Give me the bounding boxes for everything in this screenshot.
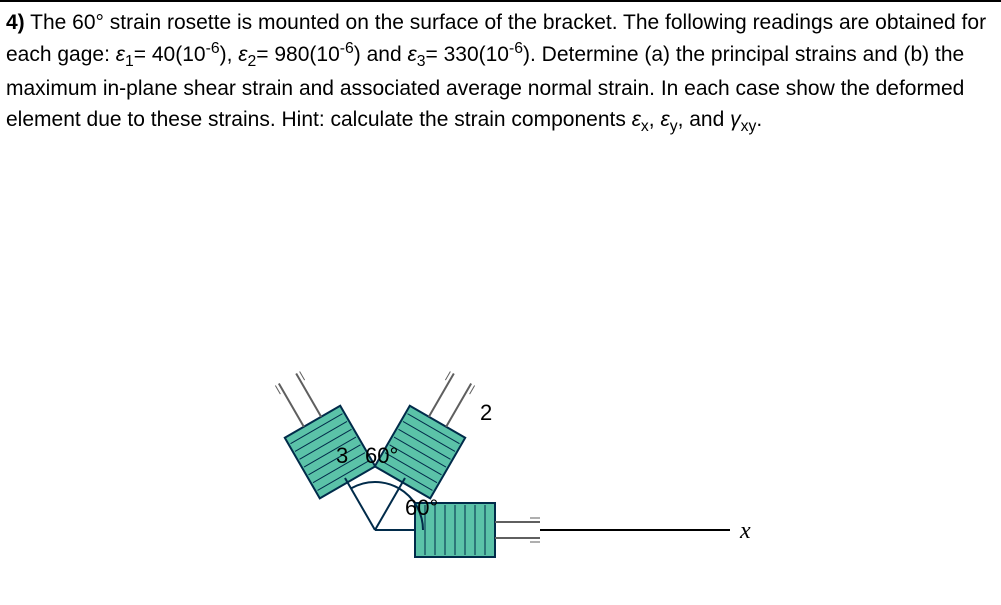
angle-60-b: 60° [405, 495, 438, 520]
label-2-text: 2 [480, 400, 492, 425]
problem-statement: 4) The 60° strain rosette is mounted on … [6, 8, 995, 139]
ey-sub: y [670, 118, 678, 135]
eps3-sym: ε [407, 43, 416, 66]
gxy-sym: γ [730, 108, 741, 131]
problem-number: 4) [6, 11, 25, 34]
eps1-sym: ε [116, 43, 125, 66]
angle-60-a: 60° [365, 443, 398, 468]
comma2: , and [678, 108, 731, 131]
eps1-eq: = 40(10 [134, 43, 206, 66]
axis-line-2 [375, 478, 405, 530]
ex-sym: ε [632, 108, 641, 131]
label-3-text: 3 [336, 443, 348, 468]
rosette-figure: 3 60° 60° 2 x [200, 270, 800, 600]
rosette-svg: 3 60° 60° 2 x [200, 270, 800, 600]
axis-line-3 [345, 478, 375, 530]
eps2-exp: -6 [340, 40, 354, 57]
eps3-exp: -6 [509, 40, 523, 57]
angle-arc-2 [351, 482, 399, 488]
eps3-eq: = 330(10 [425, 43, 509, 66]
x-axis-label: x [739, 518, 751, 544]
ey-sym: ε [660, 108, 669, 131]
comma1: , [649, 108, 661, 131]
eps1-close: ), [220, 43, 239, 66]
eps2-sub: 2 [248, 54, 257, 71]
gxy-sub: xy [741, 118, 757, 135]
eps2-sym: ε [238, 43, 247, 66]
eps2-close: ) and [354, 43, 408, 66]
gauge-2-group [375, 362, 490, 498]
ex-sub: x [641, 118, 649, 135]
top-horizontal-rule [0, 0, 1001, 2]
period: . [756, 108, 762, 131]
eps1-exp: -6 [206, 40, 220, 57]
eps1-sub: 1 [125, 54, 134, 71]
eps2-eq: = 980(10 [256, 43, 340, 66]
gauge-3-group [260, 362, 375, 498]
